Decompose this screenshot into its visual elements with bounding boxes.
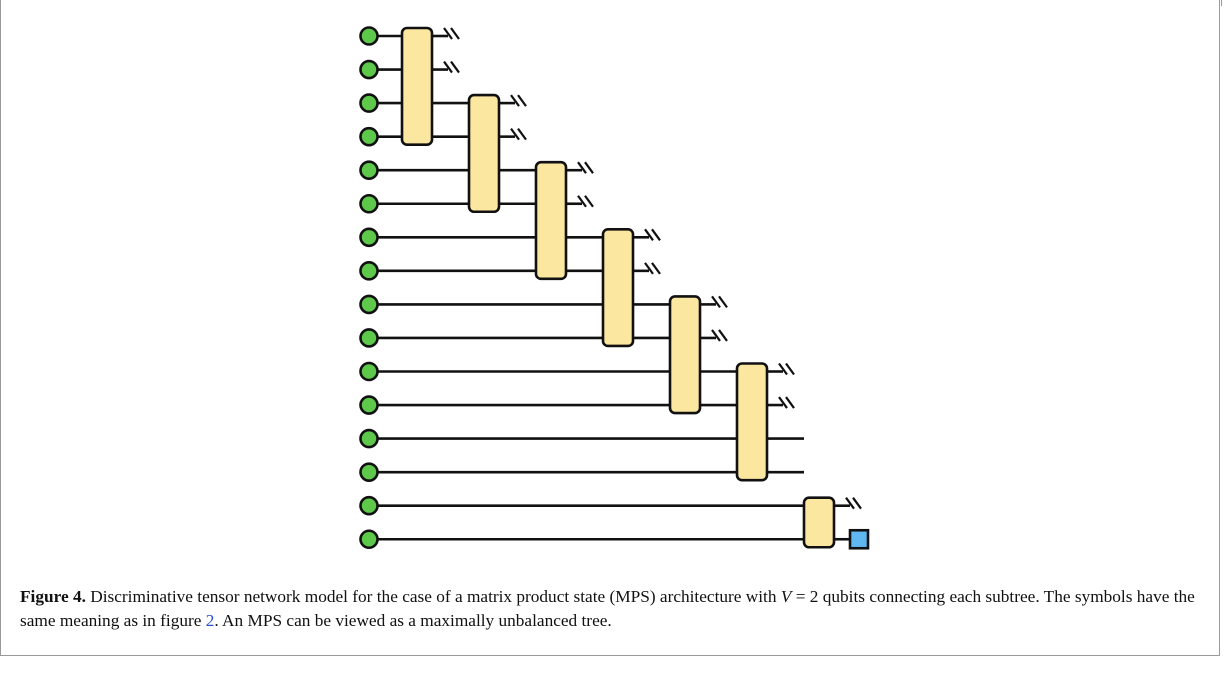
discard-icon <box>767 362 795 376</box>
discard-icon <box>499 94 527 107</box>
discard-icon <box>767 396 795 409</box>
qubit-circle-icon <box>359 160 379 180</box>
discard-icon <box>499 128 527 141</box>
figure-caption: Figure 4. Discriminative tensor network … <box>20 585 1200 633</box>
slash-mark <box>584 195 594 208</box>
slash-mark <box>510 94 520 107</box>
tensor-node <box>601 228 635 348</box>
tensor-node <box>735 362 769 482</box>
slash-mark <box>644 228 654 241</box>
wires <box>369 34 804 541</box>
qubit-circle-icon <box>359 227 379 248</box>
slash-mark <box>711 295 721 309</box>
slash-mark <box>785 362 795 376</box>
qubit-circle-icon <box>359 26 379 46</box>
discard-icon <box>633 228 661 241</box>
qubit-circle-icon <box>359 529 379 550</box>
caption-text-1: Discriminative tensor network model for … <box>90 587 777 606</box>
tensor-node <box>802 496 836 549</box>
tensor-node <box>534 160 568 281</box>
tensor-nodes <box>400 26 836 549</box>
qubit-circle-icon <box>359 495 379 516</box>
caption-text-2: = 2 qubits connecting each subtree. The … <box>20 587 1195 630</box>
discard-icon <box>700 295 728 309</box>
discard-markers <box>432 27 862 510</box>
discard-icon <box>432 27 460 40</box>
slash-mark <box>651 262 661 275</box>
slash-mark <box>718 295 728 309</box>
slash-mark <box>778 396 788 409</box>
qubit-circle-icon <box>359 59 379 80</box>
slash-mark <box>443 27 453 40</box>
tensor-node <box>400 26 434 146</box>
figure-ref-link[interactable]: 2 <box>205 611 215 630</box>
qubit-inputs <box>359 26 379 550</box>
slash-mark <box>517 94 527 107</box>
slash-mark <box>852 497 862 510</box>
slash-mark <box>443 60 453 74</box>
discard-icon <box>700 329 728 342</box>
qubit-circle-icon <box>359 462 379 482</box>
qubit-circle-icon <box>359 328 379 348</box>
slash-mark <box>778 362 788 376</box>
mps-diagram <box>359 26 870 550</box>
tensor-node <box>668 295 702 415</box>
qubit-circle-icon <box>359 93 379 113</box>
figure-label: Figure 4. <box>20 587 86 606</box>
qubit-circle-icon <box>359 428 379 449</box>
slash-mark <box>450 27 460 40</box>
discard-icon <box>834 497 862 510</box>
slash-mark <box>450 60 460 74</box>
slash-mark <box>718 329 728 342</box>
output-square-icon <box>848 528 870 550</box>
slash-mark <box>517 128 527 141</box>
qubit-circle-icon <box>359 261 379 281</box>
slash-mark <box>785 396 795 409</box>
output-marker <box>834 528 870 550</box>
tensor-node <box>467 93 501 214</box>
slash-mark <box>651 228 661 241</box>
qubit-circle-icon <box>359 395 379 415</box>
discard-icon <box>633 262 661 275</box>
qubit-circle-icon <box>359 193 379 214</box>
caption-variable: V <box>780 587 792 606</box>
slash-mark <box>584 161 594 174</box>
slash-mark <box>711 329 721 342</box>
slash-mark <box>577 195 587 208</box>
discard-icon <box>432 60 460 74</box>
discard-icon <box>566 161 594 174</box>
discard-icon <box>566 195 594 208</box>
qubit-circle-icon <box>359 361 379 382</box>
caption-text-3: . An MPS can be viewed as a maximally un… <box>214 611 612 630</box>
slash-mark <box>577 161 587 174</box>
qubit-circle-icon <box>359 294 379 315</box>
slash-mark <box>644 262 654 275</box>
slash-mark <box>510 128 520 141</box>
figure-frame <box>0 0 1220 656</box>
slash-mark <box>845 497 855 510</box>
qubit-circle-icon <box>359 126 379 147</box>
